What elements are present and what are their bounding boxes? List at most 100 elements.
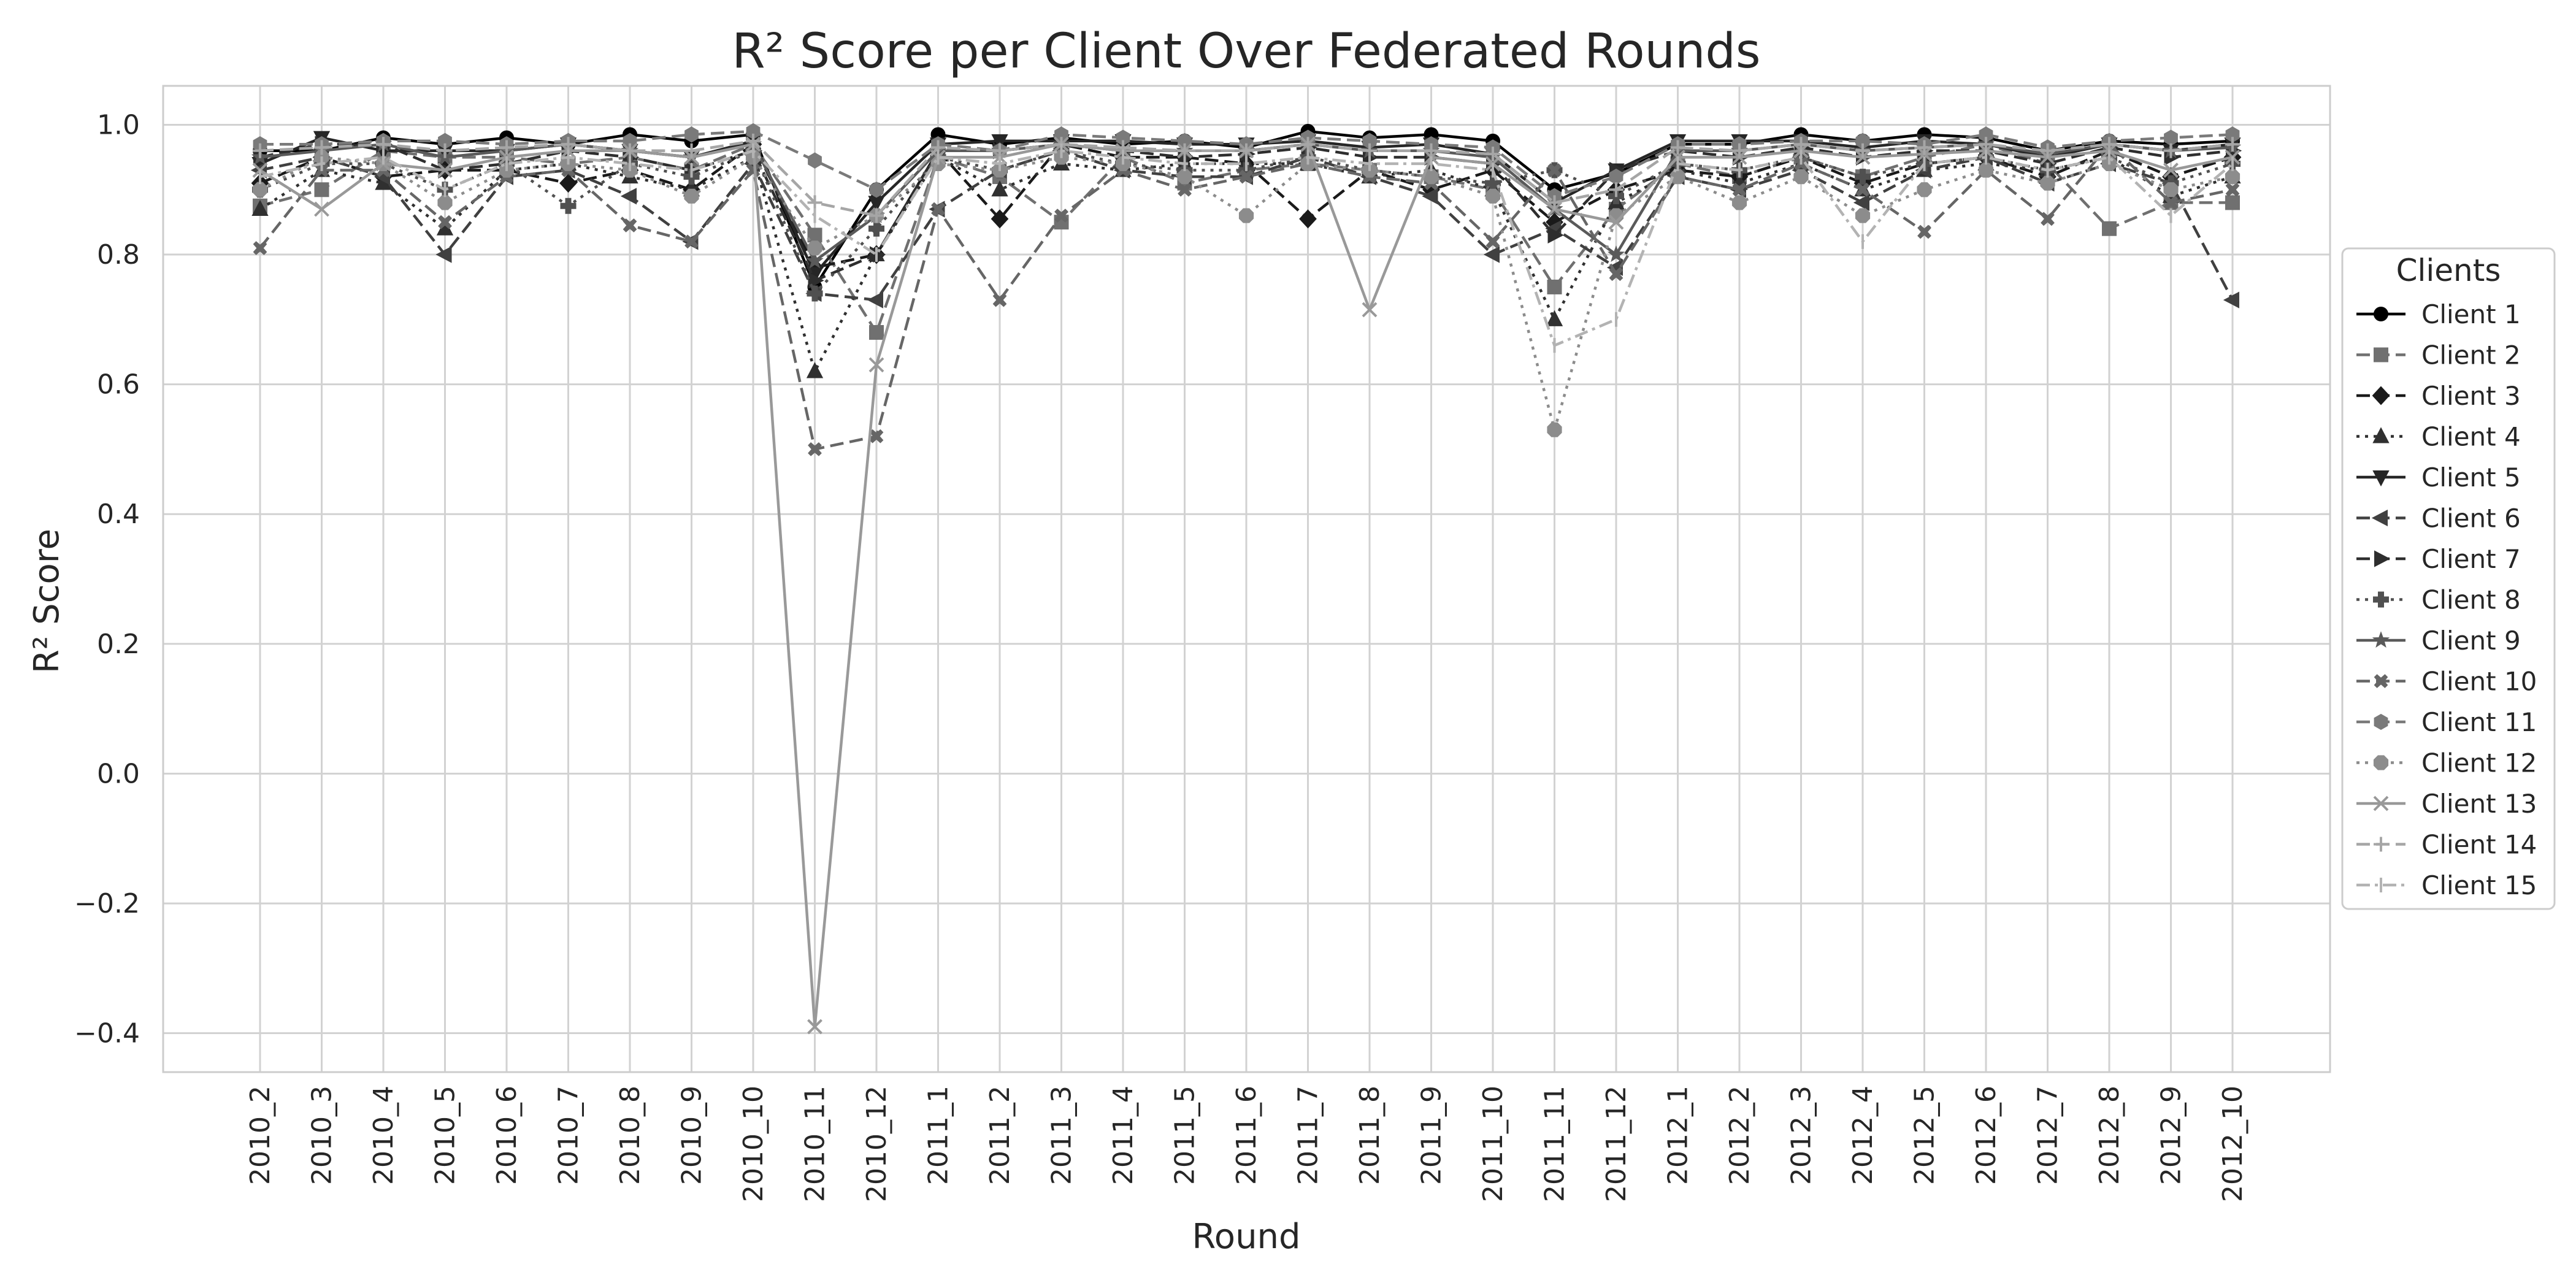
legend-item: Client 11 (2356, 707, 2537, 737)
x-tick-label: 2011_6 (1231, 1086, 1262, 1185)
data-point (251, 199, 269, 216)
data-point (437, 195, 453, 210)
x-tick-label: 2012_1 (1663, 1086, 1694, 1185)
legend-item: Client 14 (2356, 830, 2537, 860)
x-tick-label: 2010_7 (553, 1086, 585, 1185)
legend-item: Client 1 (2356, 299, 2521, 329)
legend-marker (2371, 509, 2388, 527)
data-point (253, 241, 267, 255)
x-tick-label: 2010_10 (738, 1086, 769, 1202)
series-12 (252, 150, 2241, 437)
legend-marker (2374, 837, 2388, 852)
x-tick-label: 2011_12 (1601, 1086, 1632, 1202)
data-point (1732, 182, 1747, 197)
data-point (1362, 143, 1377, 158)
legend-item: Client 10 (2356, 667, 2537, 697)
data-point (1609, 168, 1623, 185)
grid (163, 86, 2330, 1072)
x-tick-label: 2010_5 (430, 1086, 461, 1185)
data-point (991, 209, 1009, 229)
legend-marker (2372, 470, 2390, 487)
data-point (2163, 163, 2179, 178)
legend-marker (2374, 347, 2388, 362)
x-tick-label: 2011_5 (1170, 1086, 1201, 1185)
series-14 (253, 133, 2240, 223)
data-point (1732, 143, 1747, 158)
data-point (2040, 175, 2055, 191)
data-point (992, 293, 1007, 307)
y-tick-label: −0.2 (74, 888, 140, 919)
data-point (252, 182, 268, 197)
data-point (1485, 188, 1501, 204)
data-point (1547, 279, 1562, 294)
x-axis-title: Round (1192, 1217, 1300, 1257)
data-point (437, 143, 453, 158)
data-point (1855, 182, 1870, 197)
legend-item: Client 5 (2356, 462, 2521, 493)
legend-box (2341, 247, 2556, 910)
data-point (806, 362, 824, 378)
data-point (1917, 140, 1932, 155)
data-point (1239, 143, 1254, 158)
legend-label: Client 10 (2421, 667, 2537, 697)
data-point (869, 325, 884, 340)
data-point (991, 180, 1008, 197)
x-tick-label: 2012_2 (1724, 1086, 1755, 1185)
y-tick-label: 0.8 (97, 239, 140, 270)
data-point (1362, 302, 1378, 318)
data-point (1670, 169, 1685, 185)
data-point (2225, 182, 2240, 197)
data-point (1793, 169, 1809, 185)
data-point (1547, 422, 1562, 437)
y-axis-title: R² Score (27, 529, 67, 673)
series-line (259, 156, 2233, 373)
legend-item: Client 4 (2356, 422, 2521, 452)
legend-item: Client 3 (2356, 381, 2521, 411)
data-point (2225, 195, 2240, 210)
data-point (1178, 182, 1192, 197)
x-tick-label: 2011_1 (923, 1086, 954, 1185)
x-tick-labels: 2010_2 2010_3 2010_4 2010_5 2010_6 2010_7 2010… (245, 1086, 2248, 1202)
data-point (2102, 137, 2117, 152)
data-point (1300, 137, 1316, 152)
legend-label: Client 15 (2421, 870, 2537, 900)
legend-label: Client 3 (2421, 381, 2521, 411)
y-tick-label: 0.6 (97, 369, 140, 401)
x-tick-label: 2010_9 (677, 1086, 708, 1185)
data-point (806, 251, 824, 269)
data-point (808, 152, 822, 169)
data-point (2163, 143, 2179, 158)
data-point (560, 197, 577, 214)
data-point (1855, 143, 1870, 158)
x-tick-label: 2011_10 (1478, 1086, 1509, 1202)
data-point (869, 182, 884, 198)
data-point (1546, 310, 1563, 326)
legend-label: Client 2 (2421, 340, 2521, 370)
legend-item: Client 8 (2356, 585, 2521, 615)
x-tick-label: 2012_4 (1847, 1086, 1879, 1185)
data-point (867, 291, 883, 309)
series-line (259, 142, 2233, 451)
series-group (250, 123, 2242, 1035)
legend-marker (2374, 550, 2391, 567)
data-point (2225, 137, 2240, 152)
x-tick-label: 2011_3 (1046, 1086, 1078, 1185)
data-point (1979, 137, 1993, 152)
legend-item: Client 12 (2356, 748, 2537, 778)
legend-item: Client 7 (2356, 544, 2521, 574)
legend-title: Clients (2396, 253, 2501, 288)
legend-label: Client 12 (2421, 748, 2537, 778)
data-point (1917, 182, 1932, 197)
data-point (1485, 147, 1500, 162)
legend-marker (2372, 386, 2390, 405)
legend-label: Client 5 (2421, 462, 2521, 493)
data-point (2040, 143, 2055, 158)
data-point (1239, 169, 1254, 184)
data-point (1855, 208, 1871, 223)
data-point (1793, 137, 1809, 152)
legend-item: Client 6 (2356, 504, 2521, 534)
data-point (1547, 195, 1562, 210)
data-point (314, 182, 329, 197)
x-tick-label: 2012_9 (2156, 1086, 2187, 1185)
